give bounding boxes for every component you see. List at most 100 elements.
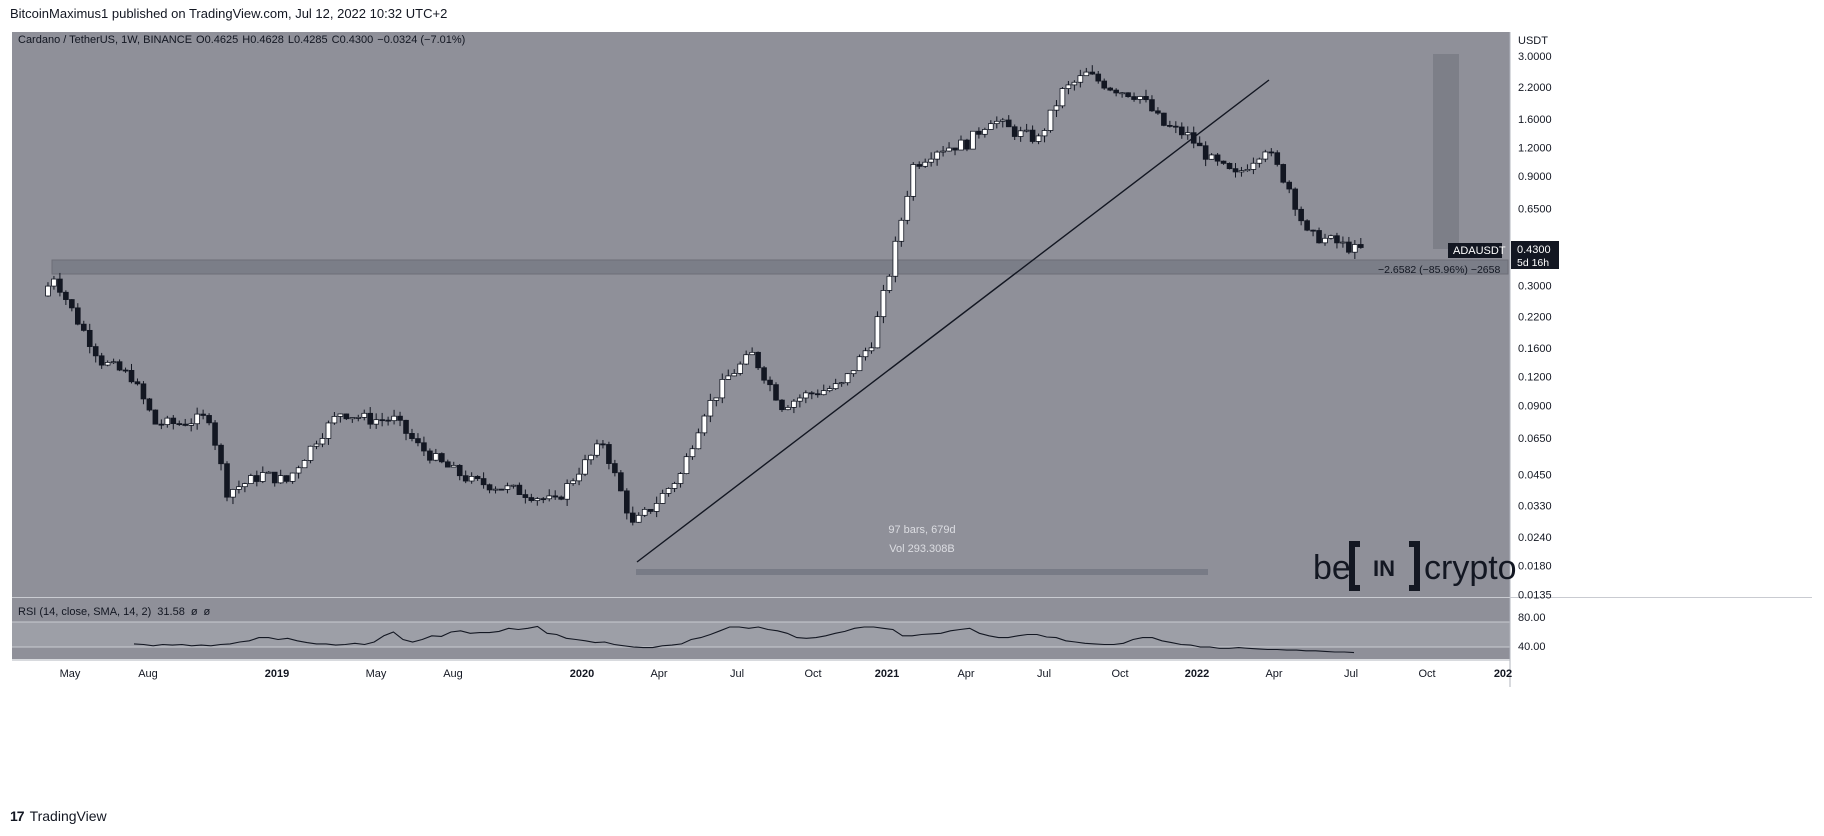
candle-body[interactable] — [1095, 73, 1102, 82]
candle-body[interactable] — [647, 508, 654, 512]
candle-body[interactable] — [319, 438, 326, 445]
candle-body[interactable] — [976, 130, 982, 135]
candle-body[interactable] — [594, 443, 600, 456]
candle-body[interactable] — [677, 473, 684, 484]
candle-body[interactable] — [63, 291, 69, 300]
candle-body[interactable] — [1137, 96, 1143, 100]
candle-body[interactable] — [1119, 92, 1125, 95]
candle-body[interactable] — [337, 413, 344, 417]
candle-body[interactable] — [737, 363, 743, 374]
candle-body[interactable] — [1089, 71, 1096, 75]
candle-body[interactable] — [242, 483, 248, 488]
candle-body[interactable] — [809, 392, 815, 395]
candle-body[interactable] — [582, 459, 588, 475]
candle-body[interactable] — [349, 417, 356, 420]
candle-body[interactable] — [1083, 71, 1090, 77]
candle-body[interactable] — [1125, 92, 1131, 98]
candle-body[interactable] — [456, 464, 463, 477]
candle-body[interactable] — [528, 497, 535, 501]
candle-body[interactable] — [230, 489, 236, 498]
candle-body[interactable] — [140, 383, 147, 400]
candle-body[interactable] — [1155, 110, 1161, 114]
candle-body[interactable] — [1101, 80, 1108, 89]
candle-body[interactable] — [1005, 119, 1012, 128]
candle-body[interactable] — [701, 415, 708, 434]
candle-body[interactable] — [832, 383, 839, 390]
candle-body[interactable] — [1161, 112, 1167, 126]
candle-body[interactable] — [391, 415, 397, 422]
candle-body[interactable] — [295, 467, 302, 474]
candle-body[interactable] — [803, 392, 809, 399]
candle-body[interactable] — [462, 475, 469, 482]
candle-body[interactable] — [403, 419, 409, 434]
candle-body[interactable] — [1047, 109, 1054, 131]
candle-body[interactable] — [1280, 164, 1287, 183]
candle-body[interactable] — [1238, 170, 1245, 173]
candle-body[interactable] — [439, 453, 445, 463]
candle-body[interactable] — [970, 130, 976, 150]
candle-body[interactable] — [134, 381, 141, 385]
candle-body[interactable] — [1340, 241, 1346, 244]
candle-body[interactable] — [880, 290, 887, 318]
candle-body[interactable] — [224, 463, 230, 498]
candle-body[interactable] — [98, 355, 105, 366]
candle-body[interactable] — [683, 456, 690, 474]
candle-body[interactable] — [367, 412, 374, 425]
candle-body[interactable] — [1053, 105, 1060, 111]
chart-frame[interactable]: Cardano / TetherUS, 1W, BINANCE O0.4625 H0… — [12, 32, 1812, 797]
candle-body[interactable] — [206, 415, 212, 424]
candle-body[interactable] — [271, 471, 278, 484]
candle-body[interactable] — [874, 316, 881, 349]
candle-body[interactable] — [164, 417, 171, 425]
candle-body[interactable] — [283, 475, 290, 482]
candle-body[interactable] — [1071, 81, 1078, 86]
candle-body[interactable] — [236, 486, 242, 490]
candle-body[interactable] — [1113, 89, 1119, 94]
candle-body[interactable] — [128, 370, 135, 383]
candle-body[interactable] — [343, 413, 350, 420]
candle-body[interactable] — [1328, 235, 1334, 239]
candle-body[interactable] — [110, 361, 117, 364]
candle-body[interactable] — [725, 375, 732, 380]
candle-body[interactable] — [57, 278, 63, 293]
candle-body[interactable] — [922, 161, 928, 167]
candle-body[interactable] — [719, 379, 726, 399]
candle-body[interactable] — [1214, 154, 1221, 162]
candle-body[interactable] — [988, 123, 994, 130]
candle-body[interactable] — [671, 483, 678, 489]
candle-body[interactable] — [1029, 129, 1036, 142]
candle-body[interactable] — [761, 367, 767, 381]
candle-body[interactable] — [826, 388, 833, 392]
candle-body[interactable] — [934, 151, 940, 160]
candle-body[interactable] — [904, 195, 911, 221]
candle-body[interactable] — [1196, 142, 1203, 147]
candle-body[interactable] — [259, 472, 266, 482]
candle-body[interactable] — [444, 461, 451, 468]
candle-body[interactable] — [80, 323, 87, 331]
candle-body[interactable] — [1077, 75, 1084, 83]
candle-body[interactable] — [665, 488, 672, 494]
candle-body[interactable] — [355, 417, 362, 419]
candle-body[interactable] — [767, 379, 773, 386]
candle-body[interactable] — [570, 480, 576, 484]
candle-body[interactable] — [1352, 244, 1358, 253]
drop-measure-box[interactable] — [1433, 54, 1459, 249]
candle-body[interactable] — [1232, 168, 1239, 173]
candle-body[interactable] — [486, 484, 493, 491]
rsi-legend[interactable]: RSI (14, close, SMA, 14, 2) 31.58 ø ø — [18, 606, 211, 618]
candle-body[interactable] — [606, 444, 612, 464]
candle-body[interactable] — [1202, 145, 1209, 160]
candle-body[interactable] — [952, 147, 958, 151]
candle-body[interactable] — [1017, 130, 1024, 137]
candle-body[interactable] — [254, 475, 260, 482]
candle-body[interactable] — [1167, 124, 1173, 127]
candle-body[interactable] — [600, 443, 606, 446]
candle-body[interactable] — [1226, 162, 1233, 170]
candle-body[interactable] — [641, 508, 648, 516]
candle-body[interactable] — [659, 493, 666, 504]
candle-body[interactable] — [92, 346, 99, 357]
candle-body[interactable] — [1065, 84, 1072, 89]
candle-body[interactable] — [194, 413, 200, 425]
candle-body[interactable] — [707, 400, 714, 417]
candle-body[interactable] — [779, 399, 785, 411]
